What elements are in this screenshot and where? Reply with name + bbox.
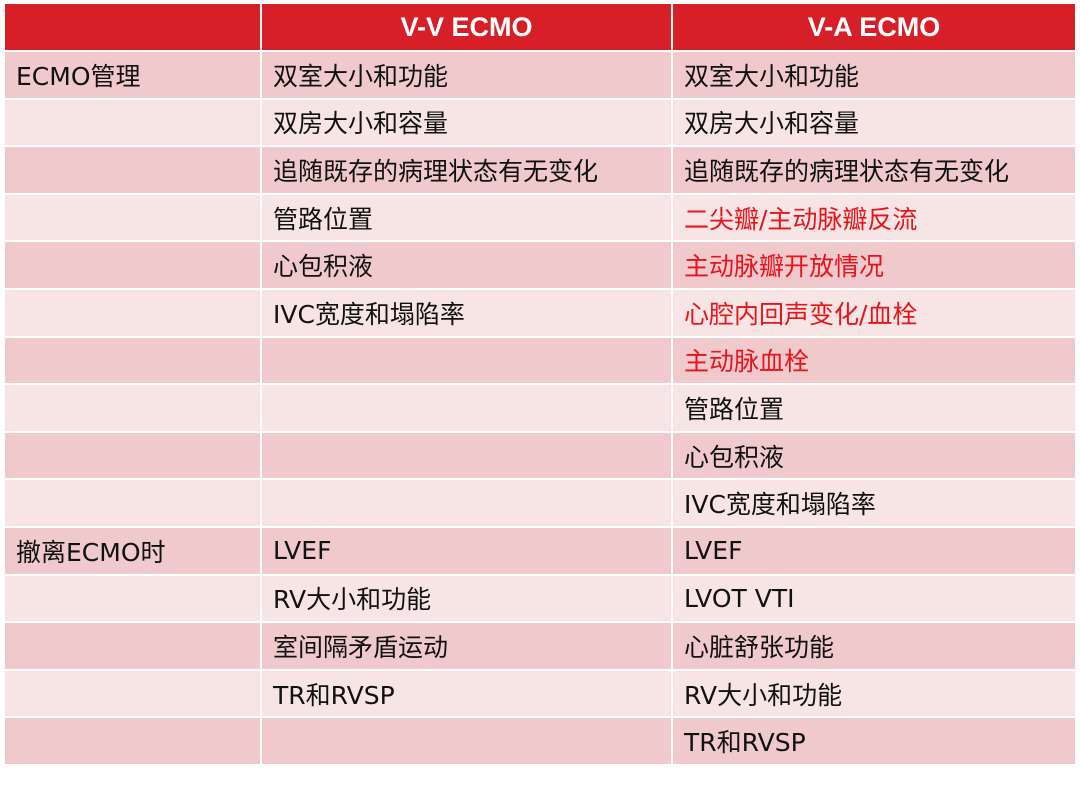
vv-ecmo-cell: IVC宽度和塌陷率 xyxy=(260,288,672,338)
header-cell-category xyxy=(5,4,261,52)
category-cell xyxy=(5,336,261,386)
vv-ecmo-cell: 管路位置 xyxy=(260,193,672,243)
table-row: ECMO管理 双室大小和功能 双室大小和功能 xyxy=(5,51,1075,100)
vv-ecmo-cell: 双室大小和功能 xyxy=(260,51,672,100)
va-ecmo-cell: 追随既存的病理状态有无变化 xyxy=(671,146,1075,195)
va-ecmo-cell: 主动脉瓣开放情况 xyxy=(671,241,1075,290)
table-body: ECMO管理 双室大小和功能 双室大小和功能 双房大小和容量 双房大小和容量 追随既存的病… xyxy=(5,51,1075,766)
va-ecmo-cell: 心脏舒张功能 xyxy=(671,622,1075,671)
va-ecmo-cell: 主动脉血栓 xyxy=(671,336,1075,386)
vv-ecmo-cell xyxy=(260,479,672,528)
table-row: 撤离ECMO时 LVEF LVEF xyxy=(5,526,1075,576)
table-row: IVC宽度和塌陷率 心腔内回声变化/血栓 xyxy=(5,288,1075,338)
va-ecmo-cell: IVC宽度和塌陷率 xyxy=(671,479,1075,528)
vv-ecmo-cell: TR和RVSP xyxy=(260,669,672,719)
category-cell xyxy=(5,146,261,195)
category-cell: 撤离ECMO时 xyxy=(5,526,261,576)
category-cell xyxy=(5,669,261,719)
category-cell: ECMO管理 xyxy=(5,51,261,100)
vv-ecmo-cell: 室间隔矛盾运动 xyxy=(260,622,672,671)
vv-ecmo-cell xyxy=(260,336,672,386)
vv-ecmo-cell: 心包积液 xyxy=(260,241,672,290)
header-cell-va-ecmo: V-A ECMO xyxy=(671,4,1075,52)
table-row: 双房大小和容量 双房大小和容量 xyxy=(5,98,1075,148)
header-cell-vv-ecmo: V-V ECMO xyxy=(260,4,672,52)
vv-ecmo-cell: RV大小和功能 xyxy=(260,574,672,624)
table-row: RV大小和功能 LVOT VTI xyxy=(5,574,1075,624)
vv-ecmo-cell xyxy=(260,384,672,433)
category-cell xyxy=(5,98,261,148)
category-cell xyxy=(5,193,261,243)
table-row: 管路位置 xyxy=(5,384,1075,433)
category-cell xyxy=(5,622,261,671)
va-ecmo-cell: 双房大小和容量 xyxy=(671,98,1075,148)
va-ecmo-cell: 心腔内回声变化/血栓 xyxy=(671,288,1075,338)
category-cell xyxy=(5,288,261,338)
va-ecmo-cell: RV大小和功能 xyxy=(671,669,1075,719)
category-cell xyxy=(5,479,261,528)
vv-ecmo-cell: 追随既存的病理状态有无变化 xyxy=(260,146,672,195)
category-cell xyxy=(5,431,261,481)
vv-ecmo-cell xyxy=(260,717,672,766)
vv-ecmo-cell: LVEF xyxy=(260,526,672,576)
table-row: TR和RVSP xyxy=(5,717,1075,766)
category-cell xyxy=(5,574,261,624)
table-row: TR和RVSP RV大小和功能 xyxy=(5,669,1075,719)
vv-ecmo-cell: 双房大小和容量 xyxy=(260,98,672,148)
comparison-table-wrapper: V-V ECMO V-A ECMO ECMO管理 双室大小和功能 双室大小和功能 双房… xyxy=(5,4,1075,766)
vv-ecmo-cell xyxy=(260,431,672,481)
category-cell xyxy=(5,717,261,766)
category-cell xyxy=(5,384,261,433)
va-ecmo-cell: TR和RVSP xyxy=(671,717,1075,766)
header-row: V-V ECMO V-A ECMO xyxy=(5,4,1075,52)
va-ecmo-cell: 二尖瓣/主动脉瓣反流 xyxy=(671,193,1075,243)
va-ecmo-cell: LVOT VTI xyxy=(671,574,1075,624)
va-ecmo-cell: 双室大小和功能 xyxy=(671,51,1075,100)
va-ecmo-cell: 管路位置 xyxy=(671,384,1075,433)
va-ecmo-cell: 心包积液 xyxy=(671,431,1075,481)
table-row: 心包积液 xyxy=(5,431,1075,481)
table-row: 管路位置 二尖瓣/主动脉瓣反流 xyxy=(5,193,1075,243)
table-row: IVC宽度和塌陷率 xyxy=(5,479,1075,528)
table-row: 室间隔矛盾运动 心脏舒张功能 xyxy=(5,622,1075,671)
table-row: 主动脉血栓 xyxy=(5,336,1075,386)
ecmo-comparison-table: V-V ECMO V-A ECMO ECMO管理 双室大小和功能 双室大小和功能 双房… xyxy=(5,4,1075,766)
table-row: 心包积液 主动脉瓣开放情况 xyxy=(5,241,1075,290)
table-row: 追随既存的病理状态有无变化 追随既存的病理状态有无变化 xyxy=(5,146,1075,195)
va-ecmo-cell: LVEF xyxy=(671,526,1075,576)
category-cell xyxy=(5,241,261,290)
